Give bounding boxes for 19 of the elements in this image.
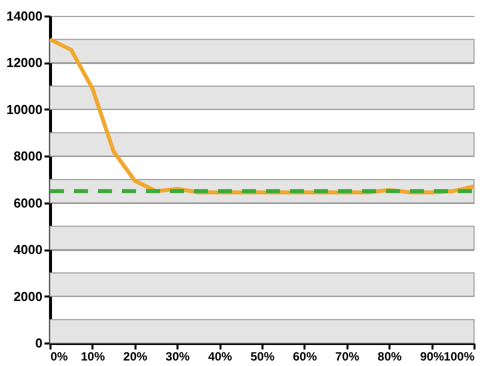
- x-tick-label: 10%: [80, 350, 106, 364]
- x-tick-label: 100%: [444, 350, 475, 364]
- y-tick-label: 12000: [6, 55, 42, 70]
- y-tick-label: 4000: [14, 242, 42, 258]
- y-tick-label: 0: [35, 336, 42, 350]
- y-tick-label: 14000: [6, 8, 42, 24]
- x-tick-label: 20%: [123, 350, 148, 364]
- x-tick-label: 70%: [335, 350, 360, 364]
- x-tick-label: 0%: [50, 350, 68, 364]
- x-tick-label: 90%: [420, 350, 444, 364]
- y-tick-label: 10000: [6, 102, 42, 117]
- y-tick-label: 2000: [14, 288, 42, 304]
- x-tick-label: 40%: [208, 350, 232, 364]
- y-tick-label: 6000: [14, 195, 42, 210]
- x-tick-label: 50%: [250, 350, 275, 364]
- x-tick-label: 60%: [292, 350, 318, 364]
- x-tick-label: 30%: [166, 350, 190, 364]
- y-tick-label: 8000: [14, 148, 42, 164]
- x-tick-label: 80%: [378, 350, 402, 364]
